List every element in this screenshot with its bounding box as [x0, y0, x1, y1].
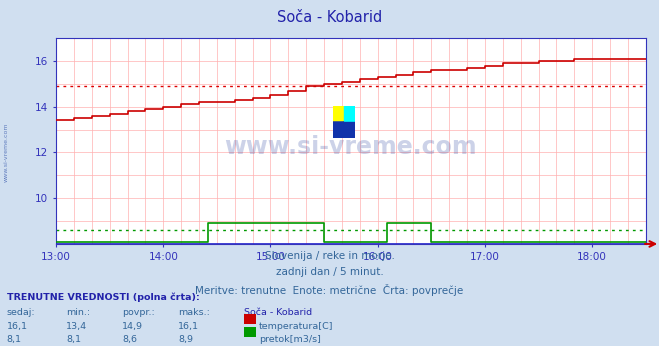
Text: 8,6: 8,6 [122, 335, 137, 344]
Bar [344, 106, 355, 122]
Text: Soča - Kobarid: Soča - Kobarid [277, 10, 382, 25]
Text: 16,1: 16,1 [7, 322, 28, 331]
Polygon shape [344, 122, 355, 138]
Text: temperatura[C]: temperatura[C] [259, 322, 333, 331]
Text: www.si-vreme.com: www.si-vreme.com [4, 122, 9, 182]
Text: 13,4: 13,4 [66, 322, 87, 331]
Text: pretok[m3/s]: pretok[m3/s] [259, 335, 321, 344]
Bar [333, 106, 344, 122]
Text: maks.:: maks.: [178, 308, 210, 317]
Text: min.:: min.: [66, 308, 90, 317]
Text: povpr.:: povpr.: [122, 308, 155, 317]
Text: 8,1: 8,1 [66, 335, 81, 344]
Text: Meritve: trenutne  Enote: metrične  Črta: povprečje: Meritve: trenutne Enote: metrične Črta: … [195, 284, 464, 296]
Text: 16,1: 16,1 [178, 322, 199, 331]
Polygon shape [333, 122, 355, 138]
Text: 14,9: 14,9 [122, 322, 143, 331]
Text: Soča - Kobarid: Soča - Kobarid [244, 308, 312, 317]
Text: TRENUTNE VREDNOSTI (polna črta):: TRENUTNE VREDNOSTI (polna črta): [7, 292, 199, 302]
Text: zadnji dan / 5 minut.: zadnji dan / 5 minut. [275, 267, 384, 277]
Text: 8,9: 8,9 [178, 335, 193, 344]
Text: www.si-vreme.com: www.si-vreme.com [225, 135, 477, 159]
Polygon shape [333, 122, 344, 138]
Text: 8,1: 8,1 [7, 335, 22, 344]
Text: Slovenija / reke in morje.: Slovenija / reke in morje. [264, 251, 395, 261]
Text: sedaj:: sedaj: [7, 308, 35, 317]
